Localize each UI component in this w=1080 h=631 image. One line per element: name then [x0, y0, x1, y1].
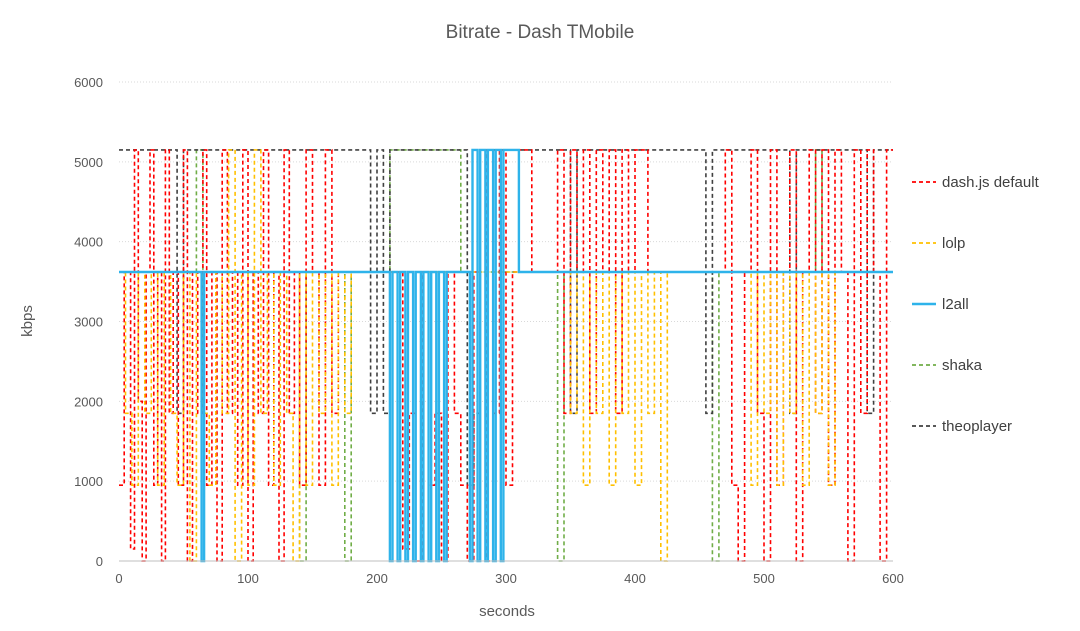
y-axis-label: kbps	[19, 305, 36, 337]
legend-label: lolp	[942, 235, 965, 252]
x-tick-label: 300	[495, 571, 517, 586]
x-tick-label: 100	[237, 571, 259, 586]
x-axis-label: seconds	[479, 603, 535, 620]
x-tick-label: 600	[882, 571, 904, 586]
y-tick-label: 5000	[74, 155, 103, 170]
x-tick-label: 500	[753, 571, 775, 586]
chart-title: Bitrate - Dash TMobile	[446, 22, 635, 43]
x-tick-label: 200	[366, 571, 388, 586]
legend-label: dash.js default	[942, 174, 1040, 191]
x-axis-ticks: 0 100 200 300 400 500 600	[115, 571, 903, 586]
plot-area	[119, 148, 893, 563]
legend-label: shaka	[942, 357, 983, 374]
legend-label: theoplayer	[942, 418, 1012, 435]
y-tick-label: 3000	[74, 315, 103, 330]
y-tick-label: 6000	[74, 75, 103, 90]
x-tick-label: 0	[115, 571, 122, 586]
y-tick-label: 2000	[74, 394, 103, 409]
legend: dash.js default lolp l2all shaka theoplayer	[912, 174, 1040, 435]
series-line-lolp	[119, 149, 893, 562]
legend-label: l2all	[942, 296, 969, 313]
y-tick-label: 1000	[74, 474, 103, 489]
x-tick-label: 400	[624, 571, 646, 586]
series-line-l2all	[119, 148, 893, 563]
y-axis-ticks: 0 1000 2000 3000 4000 5000 6000	[74, 75, 103, 569]
y-tick-label: 0	[96, 554, 103, 569]
y-tick-label: 4000	[74, 235, 103, 250]
